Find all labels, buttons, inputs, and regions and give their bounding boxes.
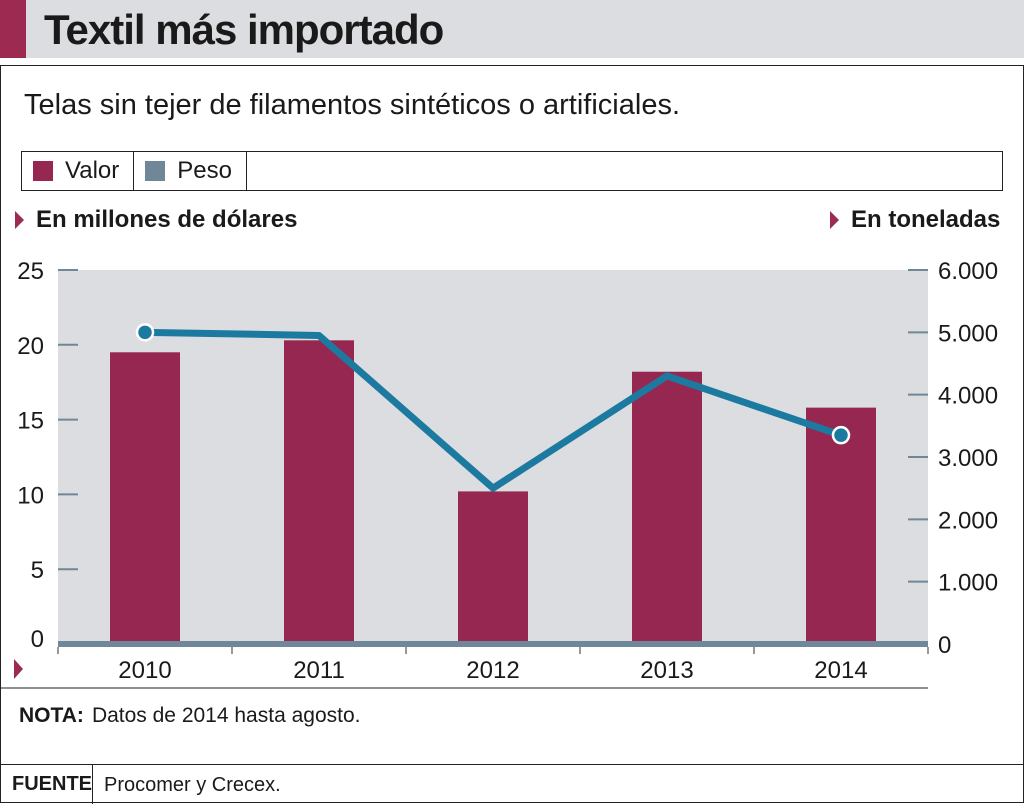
note-text: Datos de 2014 hasta agosto. <box>91 704 361 727</box>
triangle-marker-icon <box>15 211 24 229</box>
left-tick-label: 25 <box>17 258 44 285</box>
x-axis-baseline <box>58 641 928 647</box>
note: NOTA: Datos de 2014 hasta agosto. <box>19 704 360 728</box>
bar-2013 <box>632 371 702 644</box>
right-tick-label: 4.000 <box>938 383 998 410</box>
marker-peso-2014 <box>831 425 851 445</box>
left-tick-label: 15 <box>17 408 44 435</box>
triangle-marker-icon <box>830 211 839 229</box>
line-peso <box>144 328 843 492</box>
header-accent <box>0 0 26 58</box>
marker-peso-2010 <box>135 323 155 342</box>
x-tick-label: 2013 <box>640 657 693 684</box>
left-tick-label: 10 <box>17 482 44 509</box>
legend-swatch-valor <box>33 161 53 181</box>
right-axis-title: En toneladas <box>830 206 1000 234</box>
right-axis-title-text: En toneladas <box>851 206 1001 233</box>
left-tick-label: 20 <box>17 333 44 360</box>
right-tick-label: 5.000 <box>938 320 998 347</box>
legend-label-valor: Valor <box>65 157 120 184</box>
bar-2014 <box>806 407 876 644</box>
note-label: NOTA: <box>19 704 84 727</box>
chart-svg: 0 5 10 15 20 25 0 1.000 2.000 3.000 4.000 5.000 6.00… <box>0 258 998 689</box>
left-tick-label: 5 <box>31 557 44 584</box>
legend-swatch-peso <box>145 161 166 181</box>
left-axis-title-text: En millones de dólares <box>36 206 298 233</box>
bar-2011 <box>284 340 354 644</box>
x-tick-label: 2011 <box>293 657 345 684</box>
bar-2010 <box>110 352 180 644</box>
right-tick-label: 0 <box>938 632 951 659</box>
chart-subtitle: Telas sin tejer de filamentos sintéticos… <box>24 89 681 121</box>
right-tick-label: 1.000 <box>938 570 998 597</box>
source-divider <box>92 765 93 804</box>
right-tick-label: 2.000 <box>938 507 998 534</box>
chart-title: Textil más importado <box>44 6 444 53</box>
legend-item-peso: Peso <box>134 152 247 190</box>
x-tick-label: 2014 <box>814 657 867 684</box>
source-text: Procomer y Crecex. <box>104 774 281 796</box>
right-tick-label: 6.000 <box>938 258 998 285</box>
right-tick-label: 3.000 <box>938 445 998 472</box>
source-bar: FUENTE Procomer y Crecex. <box>0 764 1024 804</box>
legend-label-peso: Peso <box>177 157 232 184</box>
bar-2012 <box>458 491 528 644</box>
header-bar: Textil más importado <box>0 0 1024 58</box>
left-axis-title: En millones de dólares <box>15 206 297 234</box>
x-tick-label: 2010 <box>118 657 171 684</box>
legend: Valor Peso <box>21 151 1003 191</box>
source-label: FUENTE <box>12 773 92 795</box>
x-tick-label: 2012 <box>466 657 519 684</box>
x-axis-marker-icon <box>14 659 23 679</box>
legend-item-valor: Valor <box>22 152 135 190</box>
left-tick-label: 0 <box>31 626 44 653</box>
